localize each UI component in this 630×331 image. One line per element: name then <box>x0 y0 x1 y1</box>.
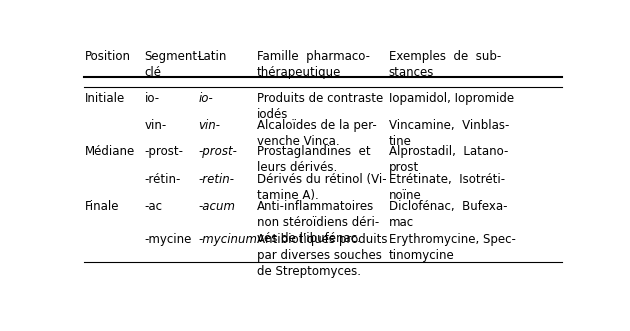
Text: Vincamine,  Vinblas-
tine: Vincamine, Vinblas- tine <box>389 119 509 148</box>
Text: Famille  pharmaco-
thérapeutique: Famille pharmaco- thérapeutique <box>257 50 370 79</box>
Text: vin-: vin- <box>198 119 220 132</box>
Text: Antibiotiques produits
par diverses souches
de Streptomyces.: Antibiotiques produits par diverses souc… <box>257 233 387 278</box>
Text: Etrétinate,  Isotréti-
noïne: Etrétinate, Isotréti- noïne <box>389 173 505 202</box>
Text: Finale: Finale <box>84 200 119 213</box>
Text: io-: io- <box>198 92 213 105</box>
Text: Produits de contraste
iodés: Produits de contraste iodés <box>257 92 383 121</box>
Text: -mycine: -mycine <box>145 233 192 246</box>
Text: -prost-: -prost- <box>198 146 238 159</box>
Text: -mycinum: -mycinum <box>198 233 258 246</box>
Text: Alprostadil,  Latano-
prost: Alprostadil, Latano- prost <box>389 146 508 174</box>
Text: Médiane: Médiane <box>84 146 135 159</box>
Text: Exemples  de  sub-
stances: Exemples de sub- stances <box>389 50 501 79</box>
Text: Initiale: Initiale <box>84 92 125 105</box>
Text: Anti-inflammatoires
non stéroïdiens déri-
vés de l'ibufénac.: Anti-inflammatoires non stéroïdiens déri… <box>257 200 379 245</box>
Text: Iopamidol, Iopromide: Iopamidol, Iopromide <box>389 92 514 105</box>
Text: Erythromycine, Spec-
tinomycine: Erythromycine, Spec- tinomycine <box>389 233 516 262</box>
Text: Position: Position <box>84 50 130 63</box>
Text: -acum: -acum <box>198 200 236 213</box>
Text: -prost-: -prost- <box>145 146 184 159</box>
Text: -retin-: -retin- <box>198 173 234 186</box>
Text: vin-: vin- <box>145 119 167 132</box>
Text: Diclofénac,  Bufexa-
mac: Diclofénac, Bufexa- mac <box>389 200 507 229</box>
Text: Alcaloïdes de la per-
venche Vinca.: Alcaloïdes de la per- venche Vinca. <box>257 119 377 148</box>
Text: -ac: -ac <box>145 200 163 213</box>
Text: io-: io- <box>145 92 160 105</box>
Text: Segment-
clé: Segment- clé <box>145 50 202 79</box>
Text: Dérivés du rétinol (Vi-
tamine A).: Dérivés du rétinol (Vi- tamine A). <box>257 173 387 202</box>
Text: -rétin-: -rétin- <box>145 173 181 186</box>
Text: Prostaglandines  et
leurs dérivés.: Prostaglandines et leurs dérivés. <box>257 146 370 174</box>
Text: Latin: Latin <box>198 50 228 63</box>
